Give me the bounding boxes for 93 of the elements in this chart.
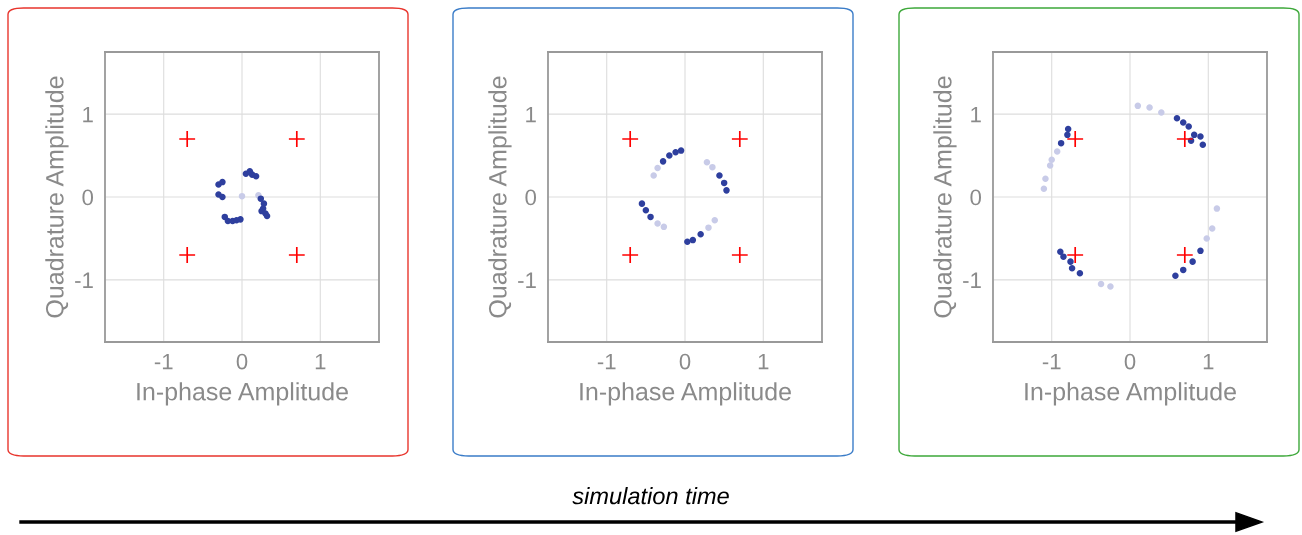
y-axis-title: Quadrature Amplitude (488, 76, 512, 318)
point (650, 172, 657, 179)
point (1208, 225, 1216, 232)
point (689, 236, 697, 244)
y-tick-label: -1 (963, 272, 981, 288)
x-axis-title: In-phase Amplitude (137, 382, 348, 406)
x-tick-label: -1 (154, 353, 173, 370)
point (720, 179, 728, 187)
y-tick-label: 0 (970, 189, 982, 206)
point (1173, 115, 1181, 122)
point (666, 152, 673, 159)
point (1197, 133, 1204, 140)
x-tick-label: 1 (315, 353, 326, 370)
point (1213, 205, 1221, 212)
y-tick-label: 1 (526, 106, 536, 123)
point (711, 216, 719, 224)
point (1076, 269, 1084, 277)
point (1176, 246, 1194, 264)
y-tick-label: 0 (82, 189, 94, 206)
point (1066, 246, 1084, 264)
point (1176, 130, 1194, 148)
point (1057, 139, 1065, 147)
point (677, 147, 685, 154)
point (1146, 104, 1153, 111)
point (684, 238, 691, 245)
point (697, 231, 704, 238)
point (1064, 131, 1071, 139)
point (1190, 131, 1198, 139)
y-axis-title: Quadrature Amplitude (933, 76, 957, 318)
point (647, 213, 654, 221)
x-tick-label: 0 (1124, 353, 1136, 370)
point (731, 130, 749, 148)
point (1042, 175, 1049, 183)
point (178, 246, 196, 264)
point (621, 246, 639, 264)
point (1172, 272, 1179, 279)
point (709, 163, 716, 171)
y-tick-label: 1 (971, 106, 981, 123)
point (1107, 283, 1114, 290)
x-tick-label: 1 (1203, 353, 1214, 370)
point (1179, 266, 1187, 274)
point (1197, 247, 1204, 255)
point (1067, 258, 1074, 265)
y-tick-label: -1 (75, 272, 93, 288)
point (1048, 156, 1055, 163)
point (642, 207, 650, 214)
point (654, 164, 661, 172)
point (621, 130, 639, 148)
x-axis-title: In-phase Amplitude (580, 382, 791, 406)
x-tick-label: 1 (758, 353, 769, 370)
point (703, 158, 711, 166)
point (219, 178, 226, 186)
point (1064, 125, 1072, 133)
point (238, 192, 246, 200)
x-tick-label: -1 (597, 353, 616, 370)
point (660, 223, 668, 231)
point (659, 158, 667, 165)
point (1040, 185, 1048, 192)
x-tick-label: 0 (236, 353, 248, 370)
point (723, 187, 730, 194)
point (1185, 123, 1192, 130)
point (654, 220, 661, 227)
x-axis-title: In-phase Amplitude (1025, 382, 1236, 406)
text: simulation time (572, 486, 729, 505)
point (1057, 248, 1064, 255)
point (716, 172, 723, 179)
point (731, 246, 749, 264)
point (705, 224, 712, 231)
y-axis-title: Quadrature Amplitude (45, 76, 69, 318)
point (1068, 265, 1076, 272)
point (1053, 148, 1061, 155)
point (219, 193, 226, 201)
y-tick-label: 0 (525, 189, 537, 206)
point (237, 216, 244, 223)
point (1158, 109, 1165, 116)
x-tick-label: 0 (679, 353, 691, 370)
point (1203, 235, 1210, 242)
point (288, 246, 306, 264)
point (1046, 162, 1054, 169)
point (1199, 141, 1207, 149)
point (1097, 280, 1105, 288)
point (1066, 130, 1084, 148)
point (1134, 102, 1142, 110)
x-tick-label: -1 (1042, 353, 1061, 370)
point (1189, 258, 1196, 265)
point (1179, 119, 1187, 126)
y-tick-label: 1 (83, 106, 93, 123)
point (638, 200, 646, 207)
point (1060, 253, 1067, 260)
point (178, 130, 196, 148)
y-tick-label: -1 (518, 272, 536, 288)
point (672, 149, 679, 156)
point (288, 130, 306, 148)
